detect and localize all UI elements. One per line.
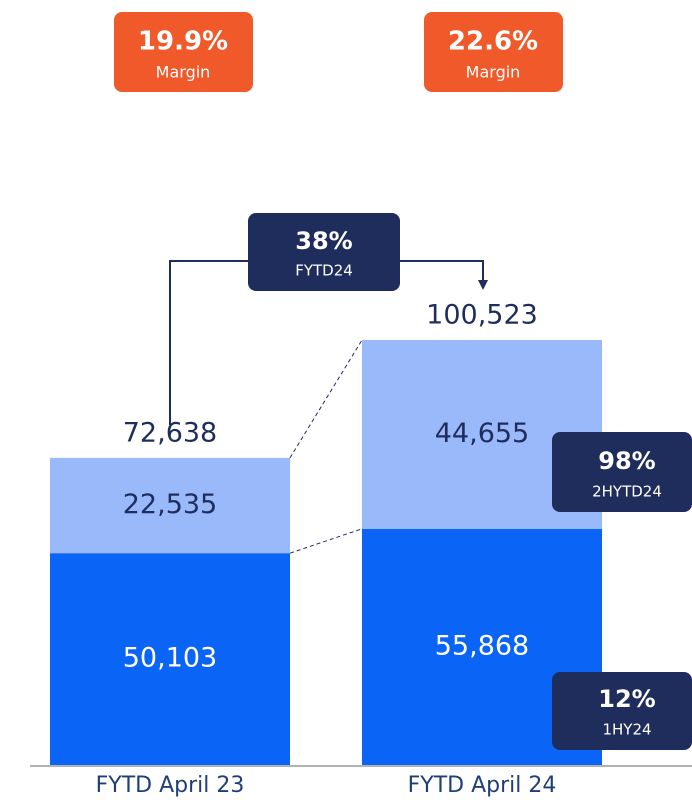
- x-tick-label: FYTD April 24: [408, 773, 557, 798]
- growth-value: 12%: [598, 685, 655, 713]
- growth-label: 1HY24: [602, 721, 651, 739]
- growth-label: 2HYTD24: [592, 483, 662, 501]
- margin-box: [424, 12, 563, 92]
- segment-label: 44,655: [435, 418, 529, 449]
- connector-arrow: [400, 260, 488, 290]
- dashed-connector: [289, 528, 363, 554]
- margin-label: Margin: [156, 63, 211, 82]
- growth-label: FYTD24: [295, 262, 353, 280]
- x-tick-label: FYTD April 23: [96, 773, 245, 798]
- bar-segment: [50, 457, 290, 554]
- total-label: 100,523: [426, 300, 538, 331]
- margin-label: Margin: [466, 63, 521, 82]
- segment-label: 50,103: [123, 643, 217, 674]
- margin-value: 22.6%: [448, 27, 538, 57]
- growth-box: [552, 672, 692, 750]
- growth-value: 98%: [598, 447, 655, 475]
- total-label: 72,638: [123, 417, 217, 448]
- segment-label: 22,535: [123, 489, 217, 520]
- growth-box: [248, 213, 400, 291]
- growth-box: [552, 432, 692, 512]
- segment-label: 55,868: [435, 630, 529, 661]
- connector: [169, 260, 248, 425]
- margin-box: [114, 12, 253, 92]
- growth-value: 38%: [295, 227, 352, 255]
- dashed-connector: [289, 339, 363, 459]
- bar-segment: [50, 553, 290, 765]
- margin-value: 19.9%: [138, 27, 228, 57]
